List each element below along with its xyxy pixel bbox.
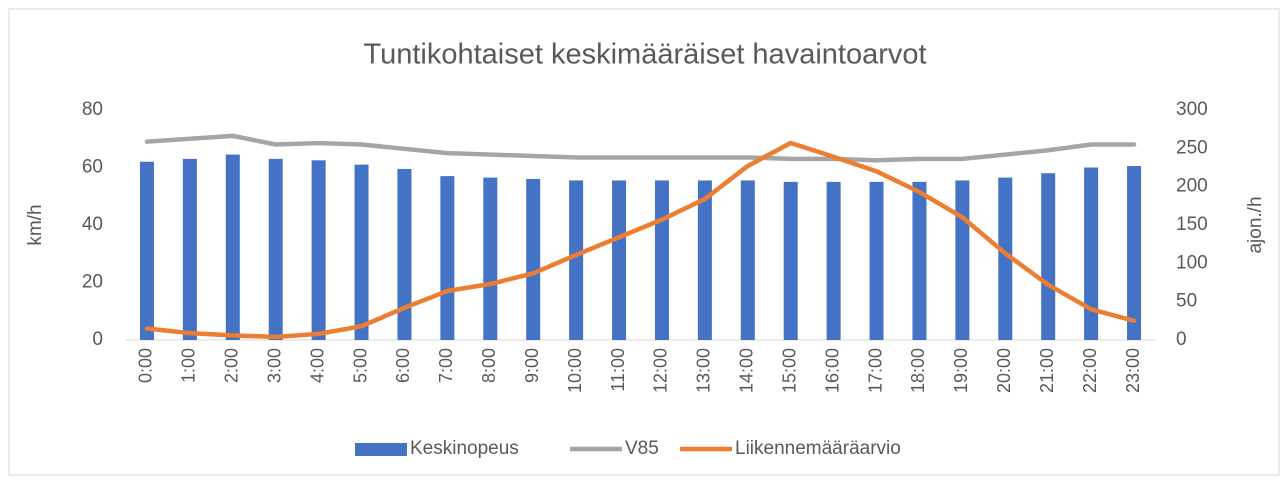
bar [526,179,541,340]
bar [1041,173,1056,340]
bar [1084,167,1099,340]
x-tick-label: 18:00 [908,348,928,393]
y2-tick-label: 0 [1176,329,1187,350]
x-tick-label: 16:00 [822,348,842,393]
bar [397,168,412,340]
y2-tick-label: 50 [1176,291,1197,312]
y-tick-label: 80 [82,99,103,120]
x-tick-label: 22:00 [1080,348,1100,393]
bar [998,177,1013,340]
y-tick-label: 60 [82,157,103,178]
bar [182,158,197,340]
x-tick-label: 11:00 [608,348,628,392]
bar [612,180,627,340]
bar [869,181,884,340]
x-tick-label: 20:00 [994,348,1014,393]
y-tick-label: 20 [82,272,103,293]
bar [955,180,970,340]
x-tick-label: 15:00 [779,348,799,393]
bar [697,180,712,340]
bar [311,160,326,340]
x-tick-label: 4:00 [307,348,327,383]
x-tick-label: 9:00 [522,348,542,383]
bar [1127,166,1142,340]
x-tick-label: 5:00 [350,348,370,383]
y-tick-label: 0 [92,329,103,350]
y2-tick-label: 300 [1176,99,1208,120]
x-tick-label: 3:00 [264,348,284,383]
bar [783,181,798,340]
legend-label: Keskinopeus [410,438,519,459]
bar [740,180,755,340]
x-tick-label: 8:00 [479,348,499,383]
y-axis-label: km/h [25,204,46,245]
x-tick-label: 14:00 [737,348,757,393]
x-tick-label: 10:00 [565,348,585,393]
bar [440,176,455,340]
legend-label: Liikennemääräarvio [735,438,901,459]
x-tick-label: 2:00 [222,348,242,383]
x-tick-label: 12:00 [651,348,671,393]
x-tick-label: 23:00 [1123,348,1143,393]
legend-swatch [355,443,407,456]
y2-tick-label: 100 [1176,252,1208,273]
y-tick-label: 40 [82,214,103,235]
legend-label: V85 [625,438,659,459]
y2-tick-label: 200 [1176,176,1208,197]
y2-tick-label: 250 [1176,137,1208,158]
chart-frame [8,8,1280,476]
bar [912,181,927,340]
x-tick-label: 7:00 [436,348,456,383]
x-tick-label: 1:00 [179,348,199,383]
x-tick-label: 6:00 [393,348,413,383]
line-series [144,140,1137,340]
bar [139,161,154,340]
x-tick-label: 19:00 [951,348,971,393]
bar [569,180,584,340]
bar [268,158,283,340]
x-tick-label: 0:00 [136,348,156,383]
bar [225,154,240,340]
bar [654,180,669,340]
x-tick-label: 13:00 [694,348,714,393]
x-tick-label: 17:00 [865,348,885,393]
bar [483,177,498,340]
bar [354,164,369,340]
bar [826,181,841,340]
y2-axis-label: ajon./h [1245,196,1266,253]
line-series [144,133,1137,163]
y2-tick-label: 150 [1176,214,1208,235]
chart-title: Tuntikohtaiset keskimääräiset havaintoar… [363,39,926,71]
x-tick-label: 21:00 [1037,348,1057,393]
